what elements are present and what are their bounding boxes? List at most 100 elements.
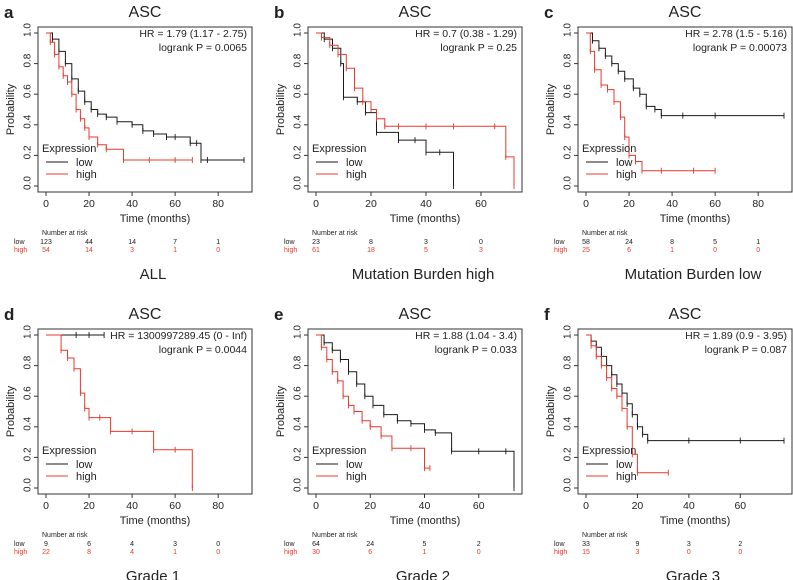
risk-table-header: Number at risk bbox=[582, 532, 628, 539]
risk-count-high: 22 bbox=[42, 549, 50, 556]
panel-letter: f bbox=[544, 305, 550, 324]
x-axis-label: Time (months) bbox=[660, 515, 731, 527]
x-tick-label: 0 bbox=[313, 500, 319, 512]
risk-row-label-high: high bbox=[554, 549, 567, 556]
y-tick-label: 0.2 bbox=[293, 145, 304, 159]
logrank-annotation: logrank P = 0.0065 bbox=[159, 42, 247, 54]
risk-count-high: 6 bbox=[368, 549, 372, 556]
x-tick-label: 60 bbox=[734, 500, 746, 512]
risk-row-label-low: low bbox=[14, 541, 25, 548]
risk-count-high: 25 bbox=[582, 247, 590, 254]
km-curve-low bbox=[586, 334, 784, 442]
legend-label-low: low bbox=[346, 157, 363, 169]
x-tick-label: 0 bbox=[313, 198, 319, 210]
x-tick-label: 20 bbox=[364, 500, 376, 512]
risk-count-low: 8 bbox=[670, 239, 674, 246]
y-axis-label: Probability bbox=[275, 83, 287, 135]
chart-title: ASC bbox=[399, 306, 432, 323]
y-tick-label: 0.2 bbox=[293, 447, 304, 461]
plot-frame bbox=[37, 26, 253, 193]
legend-label-high: high bbox=[616, 471, 637, 483]
y-tick-label: 0.4 bbox=[293, 114, 304, 128]
x-tick-label: 40 bbox=[420, 198, 432, 210]
legend-label-low: low bbox=[616, 459, 633, 471]
risk-count-low: 2 bbox=[738, 541, 742, 548]
y-tick-label: 0.0 bbox=[293, 176, 304, 190]
x-tick-label: 0 bbox=[43, 500, 49, 512]
x-tick-label: 80 bbox=[752, 198, 764, 210]
x-tick-label: 20 bbox=[83, 500, 95, 512]
risk-count-low: 14 bbox=[128, 239, 136, 246]
risk-count-high: 1 bbox=[423, 549, 427, 556]
km-curve-low bbox=[316, 32, 454, 186]
legend-title: Expression bbox=[42, 445, 96, 457]
km-curve-high bbox=[586, 32, 716, 172]
risk-row-label-high: high bbox=[284, 247, 297, 254]
y-axis-label: Probability bbox=[545, 83, 557, 135]
panel-subtitle: Mutation Burden high bbox=[352, 266, 495, 283]
logrank-annotation: logrank P = 0.087 bbox=[705, 344, 788, 356]
risk-count-low: 0 bbox=[479, 239, 483, 246]
risk-count-low: 23 bbox=[312, 239, 320, 246]
y-tick-label: 0.6 bbox=[563, 386, 574, 400]
risk-count-low: 9 bbox=[635, 541, 639, 548]
risk-count-low: 64 bbox=[312, 541, 320, 548]
y-tick-label: 0.2 bbox=[23, 145, 34, 159]
y-tick-label: 0.8 bbox=[563, 355, 574, 369]
x-tick-label: 0 bbox=[43, 198, 49, 210]
risk-count-high: 54 bbox=[42, 247, 50, 254]
km-panel-a: a ASC 0.0 0.2 0.4 0.6 0.8 1.0 Probability 0 20 40 60… bbox=[4, 3, 253, 283]
risk-count-low: 8 bbox=[369, 239, 373, 246]
risk-count-high: 3 bbox=[479, 247, 483, 254]
hr-annotation: HR = 1.79 (1.17 - 2.75) bbox=[139, 28, 247, 40]
hr-annotation: HR = 1.89 (0.9 - 3.95) bbox=[685, 330, 787, 342]
y-tick-label: 1.0 bbox=[293, 325, 304, 339]
panel-subtitle: Mutation Burden low bbox=[625, 266, 762, 283]
y-tick-label: 1.0 bbox=[293, 23, 304, 37]
y-tick-label: 1.0 bbox=[23, 325, 34, 339]
legend-title: Expression bbox=[312, 143, 366, 155]
y-tick-label: 0.6 bbox=[23, 84, 34, 98]
x-axis-label: Time (months) bbox=[390, 515, 461, 527]
risk-count-high: 6 bbox=[627, 247, 631, 254]
risk-row-label-high: high bbox=[14, 247, 27, 254]
risk-count-high: 0 bbox=[687, 549, 691, 556]
chart-title: ASC bbox=[399, 4, 432, 21]
y-tick-label: 0.8 bbox=[23, 53, 34, 67]
hr-annotation: HR = 1300997289.45 (0 - Inf) bbox=[110, 330, 247, 342]
panel-subtitle: Grade 1 bbox=[126, 568, 180, 580]
y-tick-label: 1.0 bbox=[563, 23, 574, 37]
plot-frame bbox=[577, 26, 793, 193]
risk-count-low: 1 bbox=[756, 239, 760, 246]
risk-row-label-low: low bbox=[284, 239, 295, 246]
risk-count-high: 3 bbox=[130, 247, 134, 254]
y-tick-label: 0.0 bbox=[23, 478, 34, 492]
risk-count-low: 58 bbox=[582, 239, 590, 246]
plot-frame bbox=[37, 328, 253, 495]
risk-count-high: 1 bbox=[670, 247, 674, 254]
risk-table-header: Number at risk bbox=[42, 532, 88, 539]
risk-row-label-low: low bbox=[554, 541, 565, 548]
y-tick-label: 0.4 bbox=[563, 114, 574, 128]
legend-title: Expression bbox=[312, 445, 366, 457]
x-tick-label: 80 bbox=[212, 198, 224, 210]
x-axis-label: Time (months) bbox=[390, 213, 461, 225]
hr-annotation: HR = 1.88 (1.04 - 3.4) bbox=[415, 330, 517, 342]
y-tick-label: 0.6 bbox=[563, 84, 574, 98]
logrank-annotation: logrank P = 0.0044 bbox=[159, 344, 247, 356]
risk-count-high: 1 bbox=[173, 549, 177, 556]
risk-table-header: Number at risk bbox=[42, 230, 88, 237]
legend-label-high: high bbox=[76, 471, 97, 483]
y-axis-label: Probability bbox=[275, 385, 287, 437]
legend-label-low: low bbox=[346, 459, 363, 471]
risk-row-label-high: high bbox=[284, 549, 297, 556]
risk-count-low: 5 bbox=[423, 541, 427, 548]
x-tick-label: 40 bbox=[666, 198, 678, 210]
risk-count-high: 0 bbox=[216, 549, 220, 556]
y-tick-label: 0.4 bbox=[23, 114, 34, 128]
risk-count-low: 24 bbox=[625, 239, 633, 246]
y-axis-label: Probability bbox=[545, 385, 557, 437]
